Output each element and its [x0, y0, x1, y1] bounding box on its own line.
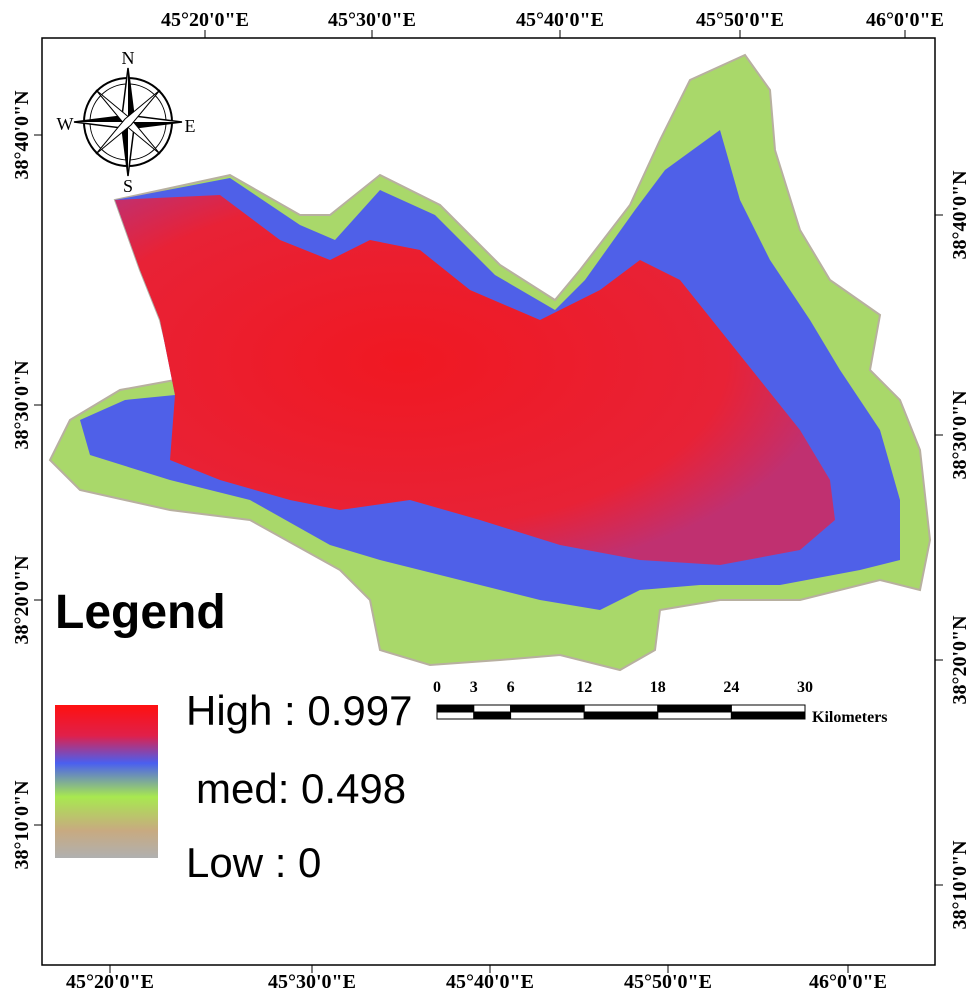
scale-segment: [510, 711, 585, 720]
scale-tick-label: 18: [650, 679, 666, 696]
scale-unit: Kilometers: [812, 709, 888, 726]
legend-med: med: 0.498: [196, 765, 406, 812]
bottom-coordinate-label: 45°30'0"E: [268, 971, 356, 993]
scale-segment: [657, 704, 732, 713]
high-zone: [115, 195, 835, 565]
study-area: [48, 53, 932, 672]
left-coordinate-label: 38°40'0"N: [11, 90, 33, 180]
right-coordinate-label: 38°30'0"N: [949, 390, 971, 480]
left-coordinate-label: 38°20'0"N: [11, 555, 33, 645]
scale-segment: [473, 704, 512, 713]
scale-tick-label: 12: [576, 679, 592, 696]
scale-segment: [583, 704, 659, 713]
legend-ramp: [55, 705, 158, 858]
legend-title: Legend: [55, 586, 226, 639]
top-coordinate-label: 45°30'0"E: [328, 9, 416, 31]
right-coordinate-label: 38°20'0"N: [949, 615, 971, 705]
top-coordinate-label: 45°40'0"E: [516, 9, 604, 31]
compass-rose: N W E S: [57, 48, 196, 196]
bottom-coordinate-label: 45°20'0"E: [66, 971, 154, 993]
scale-tick-label: 6: [507, 679, 515, 696]
top-coordinate-label: 45°50'0"E: [696, 9, 784, 31]
scale-segment: [510, 704, 585, 713]
scale-tick-label: 0: [433, 679, 441, 696]
bottom-coordinate-label: 46°0'0"E: [809, 971, 887, 993]
compass-letter: E: [185, 116, 196, 136]
scale-tick-label: 3: [470, 679, 478, 696]
compass-letter: S: [123, 176, 133, 196]
scale-segment: [730, 704, 806, 713]
scale-segment: [436, 711, 475, 720]
compass-letter: N: [122, 48, 135, 68]
right-coordinate-label: 38°10'0"N: [949, 840, 971, 930]
map-frame: [41, 37, 936, 966]
legend-high: High : 0.997: [186, 687, 413, 734]
left-coordinate-label: 38°10'0"N: [11, 780, 33, 870]
legend-low: Low : 0: [186, 839, 321, 886]
bottom-coordinate-label: 45°40'0"E: [446, 971, 534, 993]
scale-tick-label: 30: [797, 679, 813, 696]
left-coordinate-label: 38°30'0"N: [11, 360, 33, 450]
scale-tick-label: 24: [723, 679, 739, 696]
compass-letter: W: [57, 114, 74, 134]
scale-segment: [730, 711, 806, 720]
scale-segment: [583, 711, 659, 720]
scale-segment: [436, 704, 475, 713]
bottom-coordinate-label: 45°50'0"E: [624, 971, 712, 993]
right-coordinate-label: 38°40'0"N: [949, 170, 971, 260]
top-coordinate-label: 46°0'0"E: [866, 9, 944, 31]
top-coordinate-label: 45°20'0"E: [161, 9, 249, 31]
scale-segment: [473, 711, 512, 720]
scale-segment: [657, 711, 732, 720]
